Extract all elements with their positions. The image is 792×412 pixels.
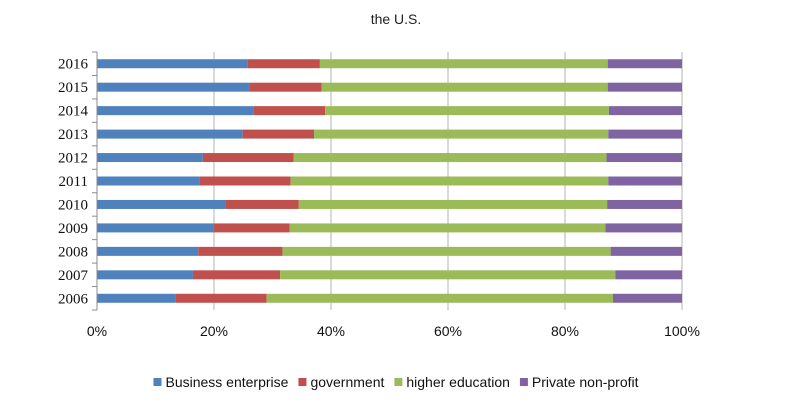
- legend-items: Business enterprise government higher educ…: [153, 374, 639, 390]
- bar-segment: [97, 223, 214, 233]
- legend-swatch: [519, 378, 528, 386]
- bar-segment: [615, 270, 682, 280]
- x-tick-label: 80%: [551, 323, 579, 339]
- bar-segment: [202, 153, 294, 163]
- bar-segment: [266, 293, 613, 303]
- bar-segment: [242, 129, 315, 139]
- legend-swatch: [153, 378, 162, 386]
- x-tick-label: 0%: [87, 323, 107, 339]
- y-tick-label: 2013: [58, 127, 88, 143]
- legend-label: higher education: [406, 374, 510, 390]
- bar-segment: [605, 223, 682, 233]
- bar-segment: [293, 153, 607, 163]
- bar-segment: [175, 293, 267, 303]
- chart-title: the U.S.: [371, 11, 422, 27]
- bar-segment: [282, 246, 611, 256]
- y-tick-label: 2006: [58, 291, 89, 307]
- bar-segment: [213, 223, 290, 233]
- y-tick-label: 2011: [59, 174, 88, 190]
- bar-segment: [280, 270, 616, 280]
- y-tick-label: 2009: [58, 221, 88, 237]
- y-tick-label: 2015: [58, 80, 88, 96]
- bar-segment: [608, 106, 682, 116]
- bar-segment: [97, 270, 193, 280]
- y-tick-label: 2007: [58, 268, 89, 284]
- y-tick-label: 2014: [58, 104, 89, 120]
- bars: [97, 59, 682, 303]
- bar-segment: [97, 82, 250, 92]
- bar-segment: [325, 106, 609, 116]
- legend-label: government: [310, 374, 384, 390]
- axes: 0% 20% 40% 60% 80% 100% 2016 2015 2014 2013 2012 20…: [58, 51, 700, 339]
- x-tick-label: 40%: [317, 323, 345, 339]
- bar-segment: [97, 129, 243, 139]
- legend-swatch: [394, 378, 403, 386]
- bar-segment: [97, 199, 226, 209]
- bar-segment: [607, 199, 682, 209]
- y-tick-label: 2008: [58, 244, 88, 260]
- y-tick-label: 2010: [58, 197, 88, 213]
- bar-segment: [97, 246, 199, 256]
- bar-segment: [97, 176, 200, 186]
- bar-segment: [606, 153, 682, 163]
- bar-segment: [608, 129, 682, 139]
- bar-segment: [610, 246, 682, 256]
- bar-segment: [612, 293, 682, 303]
- legend-swatch: [298, 378, 307, 386]
- legend: Business enterprise government higher educ…: [153, 374, 639, 390]
- x-tick-label: 20%: [200, 323, 228, 339]
- bar-segment: [607, 59, 682, 69]
- bar-segment: [225, 199, 299, 209]
- x-tick-label: 100%: [664, 323, 700, 339]
- bar-segment: [97, 106, 254, 116]
- legend-label: Private non-profit: [532, 374, 639, 390]
- bar-segment: [249, 82, 322, 92]
- bar-segment: [198, 246, 283, 256]
- bar-segment: [97, 59, 248, 69]
- y-tick-label: 2012: [58, 151, 88, 167]
- bar-segment: [314, 129, 609, 139]
- bar-segment: [289, 223, 606, 233]
- bar-segment: [321, 82, 608, 92]
- bar-segment: [290, 176, 609, 186]
- bar-segment: [192, 270, 281, 280]
- bar-segment: [247, 59, 320, 69]
- legend-label: Business enterprise: [165, 374, 288, 390]
- bar-segment: [608, 176, 682, 186]
- bar-segment: [199, 176, 291, 186]
- bar-segment: [97, 153, 203, 163]
- bar-segment: [298, 199, 608, 209]
- bar-segment: [253, 106, 326, 116]
- bar-segment: [97, 293, 176, 303]
- bar-segment: [607, 82, 682, 92]
- bar-segment: [319, 59, 608, 69]
- x-tick-label: 60%: [434, 323, 462, 339]
- y-tick-label: 2016: [58, 57, 89, 73]
